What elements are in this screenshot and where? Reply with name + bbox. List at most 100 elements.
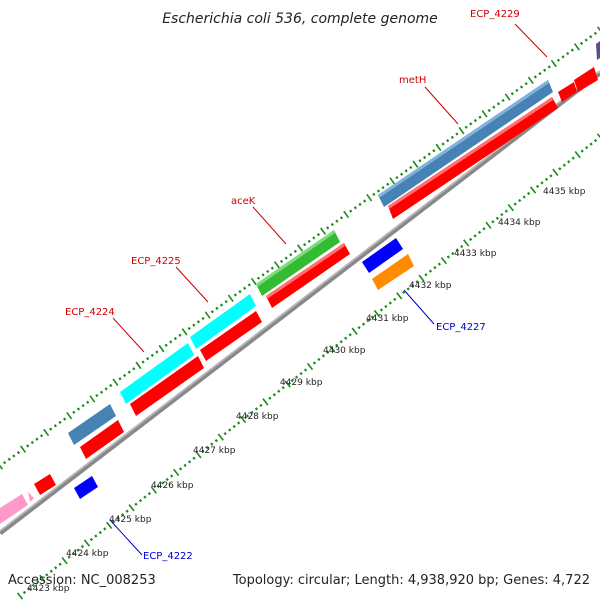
feature-ECP_4229-b[interactable] bbox=[574, 67, 598, 92]
gene-label-aceK[interactable]: aceK bbox=[231, 196, 256, 207]
tick-mark bbox=[349, 209, 353, 213]
feature-ECP_4227-cds[interactable] bbox=[372, 254, 414, 290]
feature-red-left[interactable] bbox=[80, 420, 124, 459]
feature-metH-cds[interactable] bbox=[378, 80, 553, 207]
tick-mark bbox=[295, 375, 299, 379]
tick-mark bbox=[495, 216, 499, 220]
tick-mark bbox=[353, 206, 357, 210]
gene-label-ECP_4224[interactable]: ECP_4224 bbox=[65, 307, 115, 318]
tick-mark bbox=[544, 177, 549, 181]
tick-mark bbox=[335, 219, 339, 223]
tick-mark bbox=[469, 122, 473, 126]
tick-mark bbox=[289, 253, 293, 257]
tick-mark bbox=[238, 289, 242, 294]
tick-mark bbox=[415, 280, 419, 284]
tick-mark bbox=[529, 186, 537, 194]
tick-mark bbox=[366, 193, 373, 202]
gene-label-metH[interactable]: metH bbox=[399, 75, 426, 86]
feature-ECP_4225-cds[interactable] bbox=[190, 294, 256, 349]
tick-mark bbox=[562, 163, 566, 167]
label-leaders bbox=[112, 23, 548, 353]
tick-mark bbox=[61, 557, 68, 565]
tick-mark bbox=[247, 283, 251, 287]
feature-pink-small[interactable] bbox=[28, 492, 34, 502]
tick-mark bbox=[384, 304, 388, 309]
feature-aceK-cds[interactable] bbox=[256, 230, 340, 296]
tick-mark bbox=[30, 440, 34, 445]
tick-mark bbox=[437, 262, 441, 266]
gene-label-ECP_4227[interactable]: ECP_4227 bbox=[436, 322, 486, 333]
tick-mark bbox=[570, 48, 574, 52]
tick-mark bbox=[481, 110, 488, 118]
feature-ECP_4222-cds[interactable] bbox=[74, 476, 98, 499]
tick-mark bbox=[270, 266, 274, 270]
tick-mark bbox=[106, 521, 113, 530]
tick-mark bbox=[187, 460, 192, 464]
tick-mark bbox=[519, 85, 524, 89]
feature-blue-reverse[interactable] bbox=[362, 238, 403, 273]
tick-mark bbox=[39, 574, 46, 582]
tick-mark bbox=[573, 43, 580, 51]
kbp-label: 4427 kbp bbox=[193, 446, 236, 456]
tick-mark bbox=[441, 142, 445, 146]
feature-ECP_4224-cds[interactable] bbox=[120, 343, 194, 404]
gene-label-ECP_4229[interactable]: ECP_4229 bbox=[470, 9, 520, 20]
tick-mark bbox=[344, 336, 348, 340]
feature-metH-red[interactable] bbox=[388, 97, 558, 219]
tick-mark bbox=[316, 232, 321, 237]
feature-ECP_4224-red[interactable] bbox=[130, 356, 204, 416]
tick-mark bbox=[273, 261, 280, 269]
tick-mark bbox=[224, 300, 228, 304]
kbp-label: 4431 kbp bbox=[366, 314, 409, 324]
tick-mark bbox=[584, 38, 588, 42]
tick-mark bbox=[173, 336, 177, 341]
tick-mark bbox=[284, 380, 291, 388]
tick-mark bbox=[464, 125, 468, 129]
tick-mark bbox=[550, 59, 557, 68]
tick-mark bbox=[161, 481, 165, 485]
tick-mark bbox=[239, 415, 247, 424]
tick-mark bbox=[132, 367, 136, 371]
kbp-label: 4433 kbp bbox=[454, 249, 497, 259]
tick-mark bbox=[501, 98, 505, 103]
tick-mark bbox=[335, 343, 339, 347]
tick-mark bbox=[192, 323, 196, 327]
tick-mark bbox=[446, 139, 450, 143]
feature-ECP_4229-a[interactable] bbox=[558, 82, 577, 102]
gene-label-ECP_4225[interactable]: ECP_4225 bbox=[131, 256, 181, 267]
tick-mark bbox=[98, 530, 102, 535]
tick-mark bbox=[491, 220, 495, 224]
tick-mark bbox=[496, 102, 501, 106]
tick-mark bbox=[455, 132, 459, 136]
tick-mark bbox=[435, 143, 442, 152]
tick-mark bbox=[104, 387, 108, 391]
feature-pink-left[interactable] bbox=[0, 494, 28, 524]
feature-unknown-top[interactable] bbox=[596, 41, 600, 60]
tick-mark bbox=[146, 357, 150, 361]
tick-mark bbox=[388, 301, 392, 305]
tick-mark bbox=[293, 249, 297, 253]
tick-mark bbox=[173, 468, 180, 477]
tick-mark bbox=[446, 255, 450, 259]
tick-mark bbox=[53, 424, 57, 428]
feature-ECP_4225-red[interactable] bbox=[200, 311, 262, 361]
tick-mark bbox=[35, 437, 39, 441]
tick-mark bbox=[31, 583, 35, 588]
tick-mark bbox=[411, 283, 415, 287]
tick-mark bbox=[71, 552, 76, 556]
tick-mark bbox=[299, 371, 303, 376]
tick-mark bbox=[223, 431, 227, 436]
tick-mark bbox=[580, 149, 584, 153]
gene-labels: ECP_4229 metH aceK ECP_4225 ECP_4224 ECP… bbox=[65, 9, 520, 562]
kbp-label: 4434 kbp bbox=[498, 218, 541, 228]
tick-mark bbox=[381, 186, 385, 190]
tick-mark bbox=[192, 456, 196, 460]
feature-aceK-red[interactable] bbox=[266, 243, 350, 308]
feature-highlight bbox=[378, 80, 549, 198]
gene-label-ECP_4222[interactable]: ECP_4222 bbox=[143, 551, 193, 562]
tick-mark bbox=[540, 181, 544, 185]
tick-mark bbox=[450, 135, 454, 139]
feature-blue-left[interactable] bbox=[68, 404, 116, 445]
tick-mark bbox=[67, 555, 71, 559]
feature-red-small-left[interactable] bbox=[34, 474, 56, 495]
